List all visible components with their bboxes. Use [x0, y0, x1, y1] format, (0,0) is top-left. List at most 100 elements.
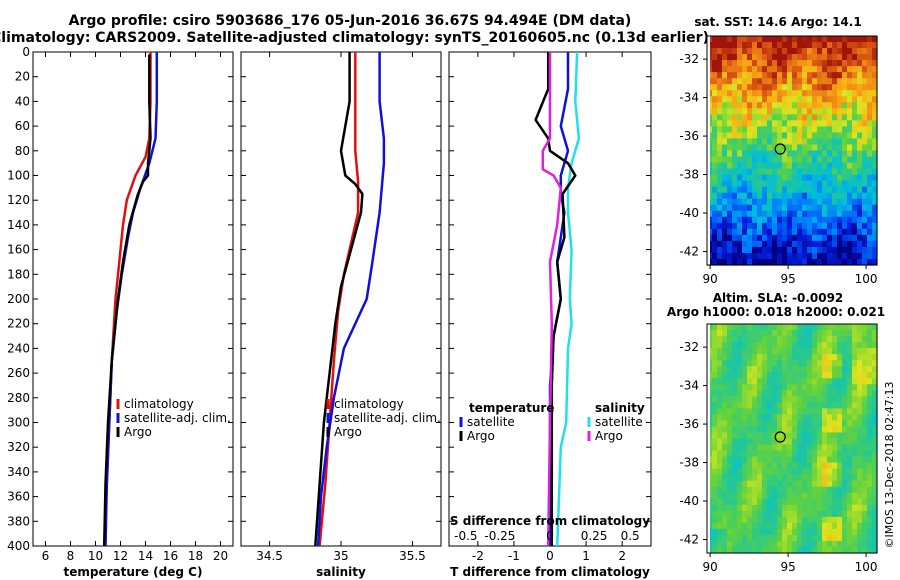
- map-cell: [872, 438, 878, 446]
- map-cell: [767, 132, 773, 140]
- map-cell: [747, 534, 753, 542]
- map-cell: [712, 396, 718, 403]
- map-cell: [712, 516, 718, 524]
- map-cell: [862, 390, 868, 397]
- map-cell: [867, 516, 873, 524]
- map-cell: [797, 180, 803, 188]
- map-cell: [787, 516, 793, 524]
- map-cell: [792, 192, 798, 200]
- map-cell: [872, 492, 878, 500]
- map-cell: [742, 198, 748, 206]
- map-cell: [827, 96, 833, 103]
- map-cell: [842, 120, 848, 127]
- map-cell: [762, 246, 768, 254]
- map-cell: [807, 120, 813, 127]
- map-cell: [777, 522, 783, 530]
- map-cell: [752, 360, 758, 367]
- map-cell: [752, 420, 758, 428]
- map-cell: [737, 438, 743, 446]
- map-cell: [852, 186, 858, 194]
- map-cell: [737, 138, 743, 146]
- map-cell: [787, 72, 793, 79]
- map-cell: [742, 96, 748, 103]
- chart-difference: -2 -1 0 1 2T difference from climatologytemp…: [448, 51, 652, 579]
- map-cell: [732, 210, 738, 218]
- map-cell: [772, 102, 778, 109]
- map-cell: [747, 210, 753, 218]
- map-cell: [787, 144, 793, 152]
- map-cell: [857, 210, 863, 218]
- map-cell: [857, 72, 863, 79]
- map-cell: [817, 186, 823, 194]
- map-cell: [712, 42, 718, 49]
- map-cell: [767, 258, 773, 266]
- map-cell: [717, 240, 723, 248]
- map-cell: [722, 384, 728, 391]
- map-cell: [712, 234, 718, 242]
- map-cell: [732, 426, 738, 434]
- map-cell: [812, 468, 818, 476]
- map-cell: [812, 504, 818, 512]
- y-tick-label: 20: [15, 70, 30, 84]
- map-cell: [857, 354, 863, 361]
- y-tick-label: 180: [7, 267, 30, 281]
- map-cell: [867, 486, 873, 494]
- map-cell: [737, 504, 743, 512]
- map-cell: [737, 540, 743, 548]
- map-cell: [847, 426, 853, 434]
- map-cell: [827, 342, 833, 349]
- map-cell: [827, 324, 833, 331]
- map-cell: [847, 138, 853, 146]
- map-cell: [732, 138, 738, 146]
- map-cell: [822, 78, 828, 85]
- map-frame: [706, 35, 878, 266]
- map-cell: [767, 420, 773, 428]
- map-cell: [732, 330, 738, 337]
- map-cell: [862, 150, 868, 158]
- map-cell: [807, 324, 813, 331]
- map-cell: [732, 378, 738, 385]
- map-cell: [722, 54, 728, 61]
- map-cell: [772, 468, 778, 476]
- map-cell: [812, 210, 818, 218]
- map-x-tick-label: 90: [702, 560, 717, 574]
- map-cell: [712, 408, 718, 415]
- map-cell: [832, 342, 838, 349]
- map-cell: [872, 462, 878, 470]
- map-cell: [732, 510, 738, 518]
- x-tick-label: 35.5: [399, 549, 426, 563]
- plot-frame: [32, 51, 234, 547]
- map-cell: [772, 60, 778, 67]
- map-cell: [802, 198, 808, 206]
- map-cell: [777, 540, 783, 548]
- map-cell: [737, 420, 743, 428]
- map-cell: [767, 204, 773, 212]
- map-cell: [722, 108, 728, 115]
- map-cell: [772, 360, 778, 367]
- map-cell: [752, 234, 758, 242]
- map-cell: [822, 60, 828, 67]
- map-cell: [742, 378, 748, 385]
- map-cell: [862, 162, 868, 170]
- map-cell: [772, 96, 778, 103]
- map-cell: [767, 516, 773, 524]
- map-cell: [837, 468, 843, 476]
- series-line-s-satellite: [555, 51, 581, 547]
- x-tick-label: 12: [113, 549, 128, 563]
- map-cell: [787, 204, 793, 212]
- map-cell: [747, 240, 753, 248]
- map-cell: [807, 372, 813, 379]
- map-cell: [807, 168, 813, 176]
- map-cell: [782, 54, 788, 61]
- map-cell: [767, 540, 773, 548]
- map-cell: [712, 420, 718, 428]
- map-cell: [842, 324, 848, 331]
- map-cell: [817, 372, 823, 379]
- map-cell: [802, 120, 808, 127]
- map-cell: [727, 486, 733, 494]
- map-cell: [872, 72, 878, 79]
- map-cell: [832, 456, 838, 464]
- map-cell: [842, 330, 848, 337]
- map-cell: [847, 240, 853, 248]
